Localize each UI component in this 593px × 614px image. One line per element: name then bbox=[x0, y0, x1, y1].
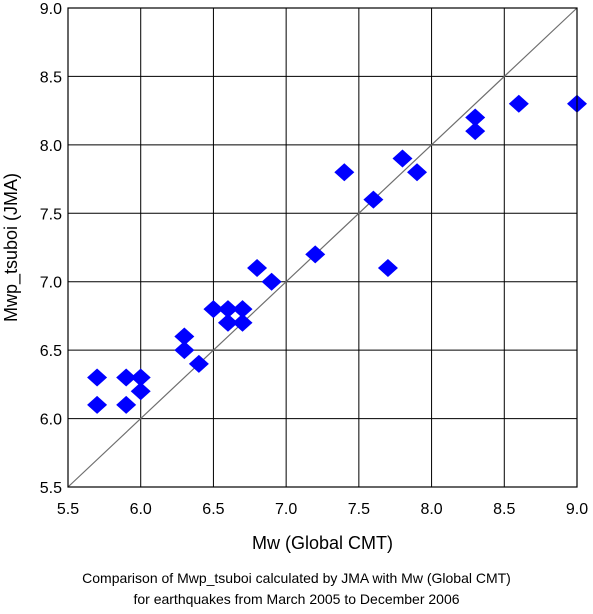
data-point bbox=[334, 163, 355, 182]
x-tick-label: 5.5 bbox=[57, 501, 79, 518]
data-point bbox=[130, 368, 151, 387]
reference-line-y-equals-x bbox=[67, 7, 578, 488]
data-point bbox=[87, 395, 108, 414]
y-axis-label: Mwp_tsuboi (JMA) bbox=[1, 173, 22, 322]
caption-line-1: Comparison of Mwp_tsuboi calculated by J… bbox=[82, 570, 511, 586]
data-point bbox=[217, 313, 238, 332]
y-tick-label: 6.0 bbox=[40, 412, 62, 429]
data-point bbox=[465, 108, 486, 127]
y-tick-labels: 5.5 6.0 6.5 7.0 7.5 8.0 8.5 9.0 bbox=[40, 1, 62, 497]
grid bbox=[67, 7, 578, 488]
x-tick-label: 7.0 bbox=[275, 501, 297, 518]
data-point bbox=[174, 341, 195, 360]
x-tick-label: 7.5 bbox=[348, 501, 370, 518]
x-tick-label: 9.0 bbox=[566, 501, 588, 518]
data-point bbox=[130, 382, 151, 401]
x-tick-label: 8.0 bbox=[420, 501, 442, 518]
data-point bbox=[305, 245, 326, 264]
plot-frame bbox=[67, 7, 578, 488]
data-point bbox=[116, 368, 137, 387]
y-tick-label: 8.0 bbox=[40, 138, 62, 155]
data-point bbox=[465, 122, 486, 141]
data-point bbox=[261, 272, 282, 291]
data-point bbox=[232, 313, 253, 332]
y-tick-label: 7.0 bbox=[40, 275, 62, 292]
data-point bbox=[188, 354, 209, 373]
data-point bbox=[232, 300, 253, 319]
y-tick-label: 7.5 bbox=[40, 206, 62, 223]
y-tick-label: 9.0 bbox=[40, 1, 62, 18]
x-tick-label: 8.5 bbox=[493, 501, 515, 518]
x-axis-label: Mw (Global CMT) bbox=[252, 533, 393, 553]
data-point bbox=[217, 300, 238, 319]
data-point bbox=[377, 259, 398, 278]
x-tick-label: 6.0 bbox=[130, 501, 152, 518]
data-point bbox=[508, 94, 529, 113]
data-point bbox=[363, 190, 384, 209]
y-tick-label: 5.5 bbox=[40, 480, 62, 497]
data-point bbox=[116, 395, 137, 414]
x-tick-label: 6.5 bbox=[202, 501, 224, 518]
caption-line-2: for earthquakes from March 2005 to Decem… bbox=[133, 591, 460, 607]
data-point bbox=[203, 300, 224, 319]
y-tick-label: 8.5 bbox=[40, 69, 62, 86]
data-point bbox=[407, 163, 428, 182]
data-point bbox=[174, 327, 195, 346]
data-point bbox=[247, 259, 268, 278]
data-point bbox=[392, 149, 413, 168]
x-tick-labels: 5.5 6.0 6.5 7.0 7.5 8.0 8.5 9.0 bbox=[57, 501, 588, 518]
y-tick-label: 6.5 bbox=[40, 343, 62, 360]
data-points bbox=[87, 94, 587, 414]
data-point bbox=[87, 368, 108, 387]
